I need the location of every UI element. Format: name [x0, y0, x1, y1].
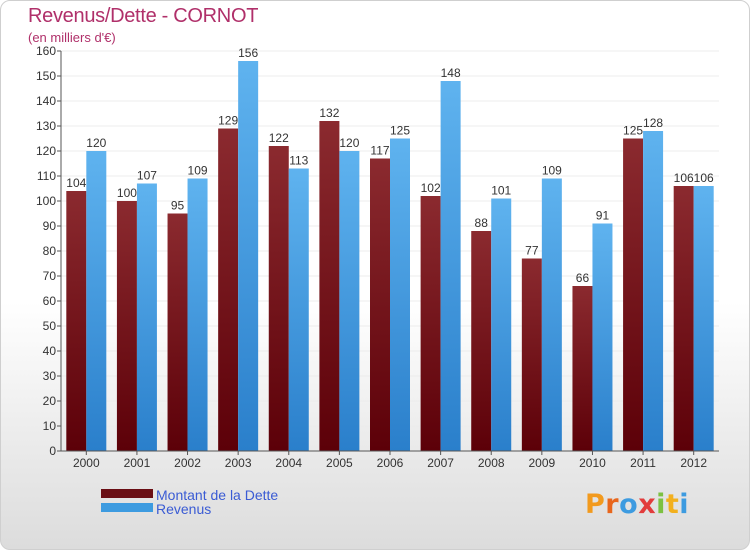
x-tick-label: 2002: [174, 456, 201, 470]
logo-letter: x: [638, 489, 657, 520]
y-tick-label: 150: [36, 69, 56, 83]
y-tick-label: 30: [43, 369, 57, 383]
y-tick-label: 0: [49, 444, 56, 458]
data-label-revenus: 91: [596, 209, 610, 223]
bar-revenus: [491, 198, 512, 451]
data-label-debt: 117: [370, 144, 389, 158]
x-tick-label: 2006: [377, 456, 404, 470]
logo-letter: P: [585, 489, 606, 520]
data-label-debt: 132: [319, 106, 339, 120]
data-label-revenus: 107: [137, 169, 157, 183]
bar-debt: [268, 146, 289, 451]
bar-revenus: [592, 223, 613, 451]
x-tick-label: 2010: [579, 456, 606, 470]
logo-letter: r: [605, 489, 620, 520]
data-label-revenus: 101: [491, 184, 511, 198]
bar-debt: [420, 196, 441, 451]
proxiti-logo: Proxiti: [585, 489, 689, 520]
data-label-debt: 104: [66, 176, 86, 190]
bar-revenus: [187, 178, 208, 451]
y-tick-label: 40: [43, 344, 57, 358]
x-tick-label: 2012: [680, 456, 707, 470]
data-label-revenus: 148: [441, 66, 461, 80]
data-label-revenus: 128: [643, 116, 663, 130]
bar-debt: [66, 191, 87, 451]
y-tick-label: 60: [43, 294, 57, 308]
logo-letter: i: [656, 489, 666, 520]
x-tick-label: 2001: [124, 456, 151, 470]
bar-debt: [218, 128, 239, 451]
x-tick-label: 2004: [275, 456, 302, 470]
bar-debt: [116, 201, 137, 451]
data-label-debt: 122: [269, 131, 289, 145]
legend-swatch-revenus: [101, 503, 153, 512]
y-tick-label: 120: [36, 144, 56, 158]
data-label-debt: 106: [674, 171, 694, 185]
data-label-revenus: 113: [289, 154, 308, 168]
y-tick-label: 70: [43, 269, 57, 283]
y-tick-label: 140: [36, 94, 56, 108]
logo-letter: i: [679, 489, 690, 520]
chart-subtitle: (en milliers d'€): [28, 30, 116, 45]
data-label-debt: 129: [218, 114, 238, 128]
bar-revenus: [440, 81, 461, 451]
y-tick-label: 50: [43, 319, 57, 333]
x-tick-label: 2003: [225, 456, 252, 470]
bar-debt: [167, 213, 188, 451]
data-label-debt: 66: [576, 271, 590, 285]
bar-debt: [370, 158, 390, 451]
y-tick-label: 100: [36, 194, 56, 208]
logo-letter: t: [665, 489, 680, 520]
x-tick-label: 2008: [478, 456, 505, 470]
x-tick-label: 2000: [73, 456, 100, 470]
bar-revenus: [136, 183, 157, 451]
data-label-debt: 88: [475, 216, 489, 230]
x-tick-label: 2009: [528, 456, 555, 470]
x-tick-label: 2011: [630, 456, 656, 470]
bar-debt: [521, 258, 542, 451]
legend-label-revenus: Revenus: [156, 501, 212, 517]
data-label-debt: 95: [171, 199, 185, 213]
x-tick-label: 2005: [326, 456, 353, 470]
data-label-revenus: 109: [542, 164, 562, 178]
bar-revenus: [693, 186, 714, 451]
data-label-revenus: 106: [694, 171, 714, 185]
x-tick-label: 2007: [427, 456, 454, 470]
bar-debt: [572, 286, 593, 451]
chart-title: Revenus/Dette - CORNOT: [28, 5, 259, 27]
legend-label-debt: Montant de la Dette: [156, 487, 279, 503]
data-label-revenus: 156: [238, 46, 258, 60]
data-label-debt: 125: [623, 124, 643, 138]
bar-revenus: [390, 138, 410, 451]
data-label-debt: 77: [525, 244, 539, 258]
y-tick-label: 80: [43, 244, 57, 258]
bar-revenus: [643, 131, 664, 451]
y-tick-label: 20: [43, 394, 57, 408]
bar-revenus: [86, 151, 107, 451]
data-label-revenus: 109: [188, 164, 208, 178]
data-label-revenus: 120: [86, 136, 106, 150]
y-tick-label: 110: [37, 169, 56, 183]
bar-revenus: [288, 168, 309, 451]
y-tick-label: 90: [43, 219, 57, 233]
bar-revenus: [339, 151, 360, 451]
data-label-debt: 102: [421, 181, 441, 195]
bar-debt: [319, 121, 340, 451]
data-label-revenus: 125: [390, 124, 410, 138]
y-tick-label: 160: [36, 44, 56, 58]
bar-debt: [471, 231, 492, 451]
y-tick-label: 10: [43, 419, 57, 433]
bar-revenus: [541, 178, 562, 451]
bar-revenus: [238, 61, 259, 451]
logo-letter: o: [619, 489, 639, 520]
data-label-revenus: 120: [339, 136, 359, 150]
bar-debt: [623, 138, 644, 451]
bar-debt: [673, 186, 694, 451]
data-label-debt: 100: [117, 186, 137, 200]
legend-swatch-debt: [101, 489, 153, 498]
y-tick-label: 130: [36, 119, 56, 133]
